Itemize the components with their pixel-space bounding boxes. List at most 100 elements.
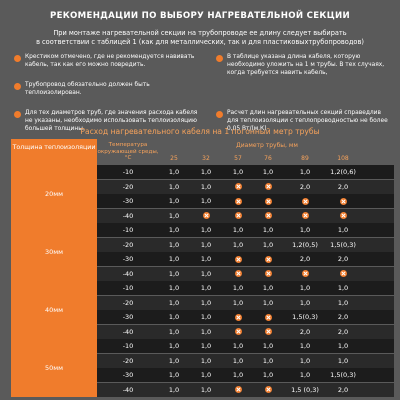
not-recommended-cell <box>225 310 251 324</box>
diameter-32: 32 <box>202 155 210 162</box>
cross-icon <box>264 386 272 393</box>
not-recommended-cell <box>225 383 251 397</box>
value-cell: 2,0 <box>299 255 311 263</box>
value-cell: 1,2(0,6) <box>330 168 356 176</box>
note-text: Крестиком отмечено, где не рекомендуется… <box>25 54 195 68</box>
temperature-cell: -30 <box>122 313 134 321</box>
value-cell: 1,0 <box>200 327 212 336</box>
bullet-icon <box>14 55 21 62</box>
note-text: В таблице указана длина кабеля, которую … <box>227 54 385 76</box>
cross-icon <box>234 212 242 219</box>
value-cell: 1,0 <box>200 168 212 176</box>
value-cell: 1,5(0,3) <box>330 371 356 379</box>
not-recommended-cell <box>288 267 322 281</box>
not-recommended-cell <box>255 267 281 281</box>
bullet-icon <box>216 55 223 62</box>
value-cell: 1,0 <box>200 226 212 234</box>
temperature-cell: -10 <box>122 168 134 176</box>
value-cell: 1,0 <box>299 284 311 292</box>
value-cell: 1,0 <box>232 298 244 307</box>
value-cell: 1,0 <box>168 240 180 249</box>
not-recommended-cell <box>225 325 251 339</box>
table-row: -40 1,0 1,0 <box>97 266 394 281</box>
insulation-column <box>11 139 97 397</box>
value-cell: 1,0 <box>262 226 274 234</box>
temperature-cell: -20 <box>122 182 134 191</box>
cross-icon <box>264 183 272 190</box>
cross-icon <box>301 212 309 219</box>
table-row: -10 1,0 1,0 1,0 1,0 1,0 1,0 <box>97 339 394 353</box>
not-recommended-cell <box>321 267 365 281</box>
value-cell: 1,0 <box>299 298 311 307</box>
value-cell: 1,0 <box>232 356 244 365</box>
cross-icon <box>301 197 309 205</box>
not-recommended-cell <box>225 252 251 266</box>
value-cell: 1,0 <box>168 313 180 321</box>
value-cell: 1,0 <box>262 371 274 379</box>
not-recommended-cell <box>225 267 251 281</box>
not-recommended-cell <box>321 209 365 223</box>
value-cell: 1,5 (0,3) <box>291 385 319 394</box>
table-row: -40 1,0 1,0 2,0 2,0 <box>97 324 394 339</box>
value-cell: 1,0 <box>200 240 212 249</box>
value-cell: 2,0 <box>337 313 349 321</box>
not-recommended-cell <box>255 180 281 194</box>
table-row: -20 1,0 1,0 2,0 2,0 <box>97 179 394 194</box>
not-recommended-cell <box>225 209 251 223</box>
temperature-cell: -20 <box>122 240 134 249</box>
value-cell: 1,0 <box>200 269 212 278</box>
note-item: В таблице указана длина кабеля, которую … <box>216 54 394 77</box>
value-cell: 1,0 <box>168 211 180 220</box>
table-row: -40 1,0 <box>97 208 394 223</box>
temperature-cell: -30 <box>122 197 134 205</box>
page-title: РЕКОМЕНДАЦИИ ПО ВЫБОРУ НАГРЕВАТЕЛЬНОЙ СЕ… <box>49 11 351 21</box>
intro-line: При монтаже нагревательной секции на тру… <box>53 29 347 37</box>
value-cell: 1,0 <box>168 197 180 205</box>
diameter-25: 25 <box>170 155 178 162</box>
value-cell: 1,0 <box>299 342 311 350</box>
value-cell: 1,0 <box>200 182 212 191</box>
note-item: Для тех диаметров труб, где значения рас… <box>14 110 200 133</box>
value-cell: 1,0 <box>200 284 212 292</box>
value-cell: 1,0 <box>168 385 180 394</box>
cross-icon <box>264 270 272 277</box>
value-cell: 2,0 <box>299 327 311 336</box>
value-cell: 1,0 <box>337 298 349 307</box>
diameter-76: 76 <box>264 155 272 162</box>
diameter-header: Диаметр трубы, мм <box>236 142 298 149</box>
insulation-label: 30мм <box>44 248 64 256</box>
note-text: Для тех диаметров труб, где значения рас… <box>25 110 198 132</box>
value-cell: 1,0 <box>262 168 274 176</box>
temperature-cell: -10 <box>122 226 134 234</box>
value-cell: 1,0 <box>337 356 349 365</box>
value-cell: 1,0 <box>168 226 180 234</box>
cross-icon <box>202 212 210 219</box>
not-recommended-cell <box>225 180 251 194</box>
cross-icon <box>264 212 272 219</box>
not-recommended-cell <box>225 194 251 208</box>
value-cell: 1,0 <box>168 298 180 307</box>
temperature-cell: -40 <box>122 385 134 394</box>
value-cell: 2,0 <box>337 182 349 191</box>
value-cell: 1,0 <box>200 255 212 263</box>
cross-icon <box>234 386 242 393</box>
value-cell: 1,0 <box>299 371 311 379</box>
insulation-header: Толщина теплоизоляции <box>12 144 96 151</box>
temperature-cell: -20 <box>122 356 134 365</box>
not-recommended-cell <box>288 194 322 208</box>
value-cell: 1,0 <box>168 371 180 379</box>
value-cell: 2,0 <box>299 182 311 191</box>
note-item: Расчет длин нагревательных секций справе… <box>216 110 394 133</box>
value-cell: 1,0 <box>337 284 349 292</box>
bullet-icon <box>216 111 223 118</box>
cross-icon <box>339 197 347 205</box>
value-cell: 1,0 <box>299 168 311 176</box>
value-cell: 1,0 <box>168 255 180 263</box>
value-cell: 1,5(0,3) <box>330 240 356 249</box>
temperature-cell: -20 <box>122 298 134 307</box>
value-cell: 2,0 <box>337 255 349 263</box>
note-item: Трубопровод обязательно должен быть тепл… <box>14 82 200 98</box>
cross-icon <box>264 313 272 321</box>
insulation-label: 40мм <box>44 306 64 314</box>
note-text: Расчет длин нагревательных секций справе… <box>227 110 388 132</box>
